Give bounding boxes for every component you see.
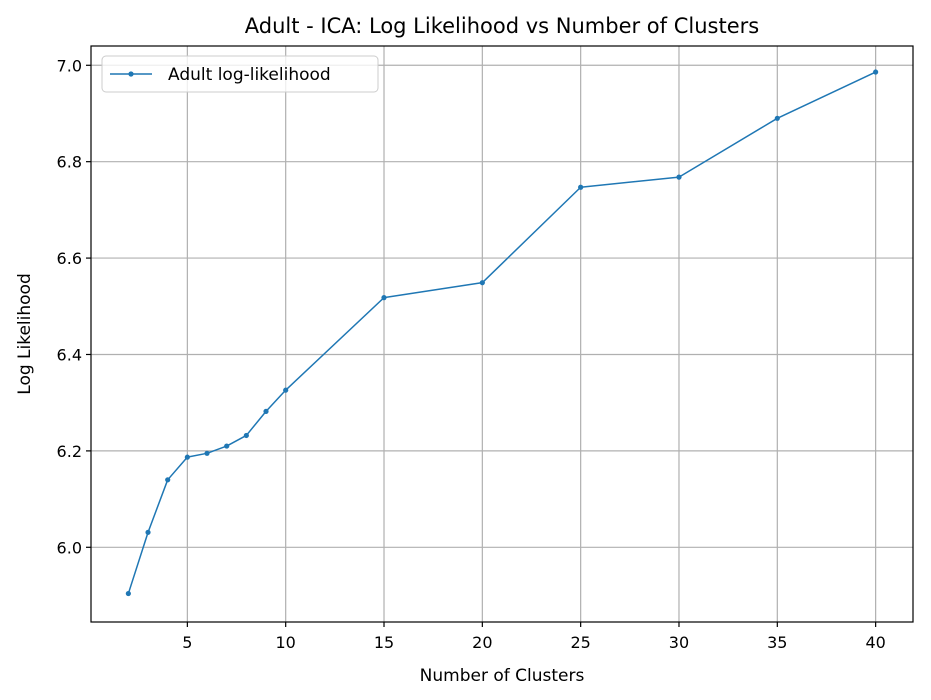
data-point [578, 184, 584, 190]
data-point [676, 174, 682, 180]
y-tick-label: 6.4 [57, 345, 82, 364]
y-tick-label: 7.0 [57, 56, 82, 75]
y-axis-label: Log Likelihood [15, 273, 35, 394]
data-point [224, 443, 230, 449]
data-point [165, 477, 171, 483]
legend-marker-swatch [128, 71, 134, 77]
data-point [479, 280, 485, 286]
data-point [145, 529, 151, 535]
x-tick-label: 10 [276, 633, 296, 652]
legend-label: Adult log-likelihood [168, 65, 331, 85]
x-tick-label: 35 [767, 633, 787, 652]
axes: 5 10 15 20 25 30 35 40 6.0 6.2 6.4 6.6 6.8 7.0 [57, 56, 886, 652]
x-tick-label: 15 [374, 633, 394, 652]
x-tick-label: 5 [182, 633, 192, 652]
data-point [283, 387, 289, 393]
plot-frame [90, 45, 914, 623]
y-tick-label: 6.8 [57, 153, 82, 172]
series-layer [125, 69, 879, 597]
x-axis-label: Number of Clusters [420, 666, 585, 686]
data-point [774, 115, 780, 121]
data-point [204, 450, 210, 456]
y-tick-label: 6.0 [57, 538, 82, 557]
x-tick-label: 20 [472, 633, 492, 652]
y-tick-label: 6.6 [57, 249, 82, 268]
data-point [381, 295, 387, 301]
x-tick-label: 40 [865, 633, 885, 652]
data-point [184, 454, 190, 460]
chart-title: Adult - ICA: Log Likelihood vs Number of… [245, 14, 759, 38]
data-point [263, 408, 269, 414]
legend: Adult log-likelihood [101, 55, 379, 93]
data-point [125, 590, 131, 597]
data-point [243, 432, 249, 439]
grid [91, 46, 913, 622]
x-tick-label: 25 [570, 633, 590, 652]
legend-box [101, 55, 379, 93]
y-tick-label: 6.2 [57, 442, 82, 461]
x-tick-label: 30 [669, 633, 689, 652]
data-point [873, 69, 879, 75]
